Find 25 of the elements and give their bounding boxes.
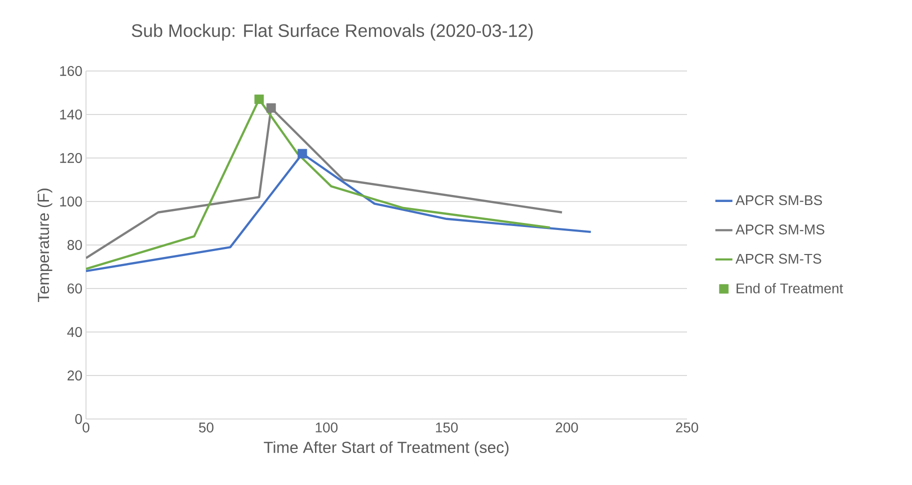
y-tick-label: 160 bbox=[60, 66, 82, 76]
point bbox=[266, 103, 276, 113]
y-axis-title: Temperature (F) bbox=[37, 188, 52, 302]
legend-label: APCR SM-BS bbox=[736, 195, 822, 206]
x-tick-label: 150 bbox=[436, 422, 458, 432]
legend-label: End of Treatment bbox=[736, 283, 844, 294]
x-tick-label: 250 bbox=[676, 422, 698, 432]
chart-title: Sub Mockup: Flat Surface Removals (2020-03-12) bbox=[132, 24, 533, 41]
legend-label: APCR SM-MS bbox=[736, 224, 824, 234]
x-tick-label: 100 bbox=[316, 422, 338, 432]
x-tick-label: 50 bbox=[198, 422, 214, 432]
point bbox=[298, 148, 308, 158]
y-tick-label: 40 bbox=[67, 327, 82, 337]
y-tick-label: 100 bbox=[60, 196, 82, 206]
x-tick-label: 200 bbox=[556, 422, 578, 432]
y-tick-label: 20 bbox=[68, 370, 82, 380]
y-tick-label: 60 bbox=[68, 284, 82, 294]
y-tick-label: 140 bbox=[60, 110, 82, 120]
y-tick-label: 80 bbox=[68, 240, 82, 250]
y-tick-label: 120 bbox=[60, 153, 82, 163]
x-tick-label: 0 bbox=[82, 422, 90, 432]
point bbox=[254, 94, 264, 104]
y-tick-label: 0 bbox=[75, 414, 82, 424]
legend-label: APCR SM-TS bbox=[736, 254, 822, 264]
x-axis-title: Time After Start of Treatment (sec) bbox=[264, 441, 508, 456]
